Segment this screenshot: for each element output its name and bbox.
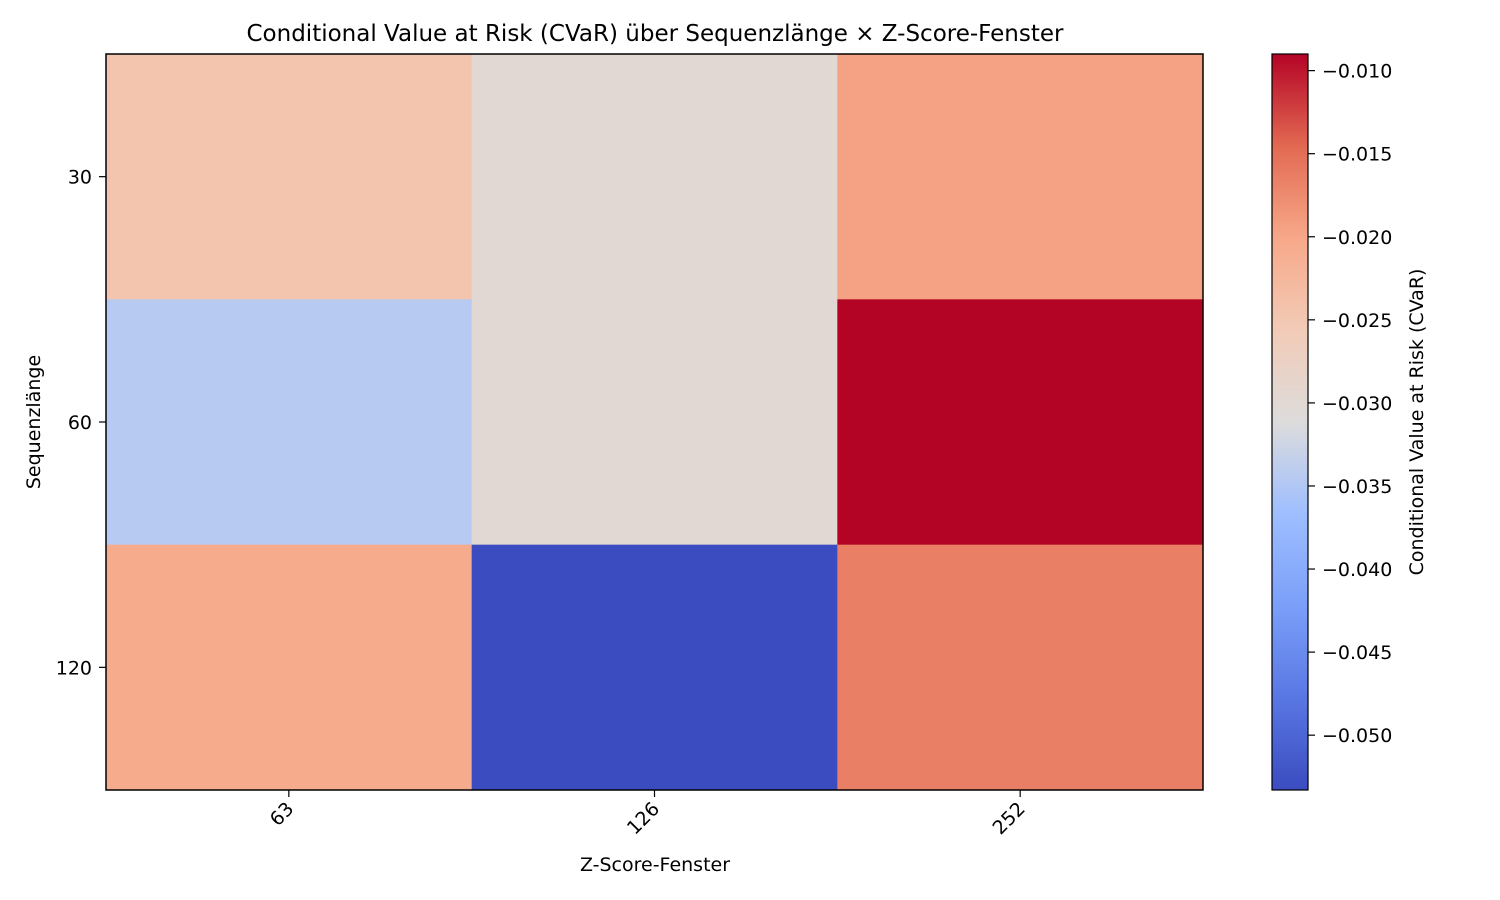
chart-title: Conditional Value at Risk (CVaR) über Se…: [247, 21, 1065, 47]
colorbar-tick-label: −0.025: [1322, 310, 1392, 332]
colorbar-ticks: −0.010 −0.015 −0.020 −0.025 −0.030 −0.035 −0.0…: [1308, 61, 1392, 747]
colorbar: [1271, 53, 1309, 791]
y-axis-label: Sequenzlänge: [23, 355, 45, 489]
y-axis-ticks: 30 60 120: [56, 167, 106, 679]
heatmap-cell: [471, 54, 838, 300]
heatmap-cell: [106, 54, 473, 300]
colorbar-label: Conditional Value at Risk (CVaR): [1406, 269, 1428, 576]
colorbar-tick-label: −0.030: [1322, 393, 1392, 415]
x-axis-ticks: 63 126 252: [266, 790, 1030, 839]
y-tick-label: 120: [56, 657, 92, 679]
heatmap-cell: [837, 544, 1204, 791]
heatmap-cell: [106, 544, 473, 791]
x-tick-label: 252: [989, 798, 1030, 839]
heatmap-cell: [106, 299, 473, 546]
heatmap-cell: [837, 299, 1204, 546]
colorbar-tick-label: −0.010: [1322, 61, 1392, 83]
y-tick-label: 60: [68, 412, 92, 434]
colorbar-tick-label: −0.040: [1322, 559, 1392, 581]
colorbar-tick-label: −0.020: [1322, 227, 1392, 249]
heatmap-cells: [106, 54, 1204, 791]
colorbar-tick-label: −0.015: [1322, 144, 1392, 166]
colorbar-tick-label: −0.035: [1322, 476, 1392, 498]
colorbar-tick-label: −0.050: [1322, 725, 1392, 747]
heatmap-cell: [471, 299, 838, 546]
heatmap-cell: [837, 54, 1204, 300]
x-tick-label: 126: [623, 798, 664, 839]
heatmap-cell: [471, 544, 838, 791]
colorbar-tick-label: −0.045: [1322, 642, 1392, 664]
x-tick-label: 63: [266, 798, 299, 831]
y-tick-label: 30: [68, 167, 92, 189]
x-axis-label: Z-Score-Fenster: [580, 854, 730, 876]
